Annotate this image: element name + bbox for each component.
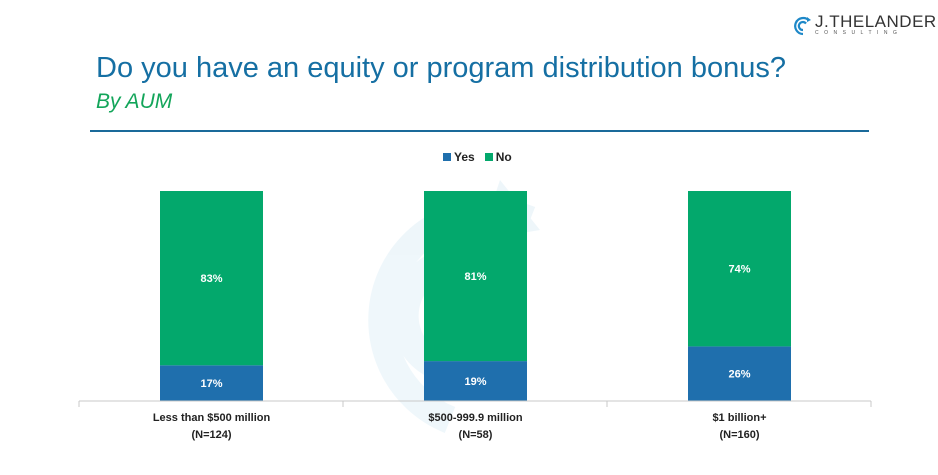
legend-swatch-yes: [443, 153, 451, 161]
data-label: 17%: [200, 378, 222, 390]
page-title: Do you have an equity or program distrib…: [96, 52, 786, 84]
page-subtitle: By AUM: [96, 90, 173, 113]
data-label: 26%: [728, 369, 750, 381]
x-tick-sample-size: (N=58): [459, 429, 493, 441]
x-tick-label: Less than $500 million: [153, 412, 271, 424]
x-tick-label: $500-999.9 million: [428, 412, 522, 424]
x-tick-sample-size: (N=160): [719, 429, 759, 441]
data-label: 74%: [728, 264, 750, 276]
title-divider: [90, 130, 869, 132]
bar-yes-2: [688, 346, 791, 401]
data-label: 19%: [464, 376, 486, 388]
legend-item-no: No: [484, 150, 512, 164]
legend-item-yes: Yes: [443, 150, 475, 164]
logo-subtext: CONSULTING: [815, 30, 903, 36]
legend-swatch-no: [484, 153, 493, 161]
bar-yes-0: [160, 365, 263, 401]
legend: Yes No: [443, 150, 512, 164]
data-label: 83%: [200, 273, 222, 285]
legend-label-yes: Yes: [454, 150, 475, 164]
legend-label-no: No: [495, 150, 512, 164]
spiral-logo-icon: [794, 16, 811, 36]
logo-text: J.THELANDER: [815, 12, 937, 31]
bar-yes-1: [424, 361, 527, 401]
company-logo: J.THELANDER CONSULTING: [793, 12, 937, 36]
bar-no-2: [688, 191, 791, 347]
bar-no-1: [424, 191, 527, 362]
data-label: 81%: [464, 271, 486, 283]
x-tick-sample-size: (N=124): [191, 429, 231, 441]
x-tick-label: $1 billion+: [712, 412, 766, 424]
bar-no-0: [160, 191, 263, 366]
